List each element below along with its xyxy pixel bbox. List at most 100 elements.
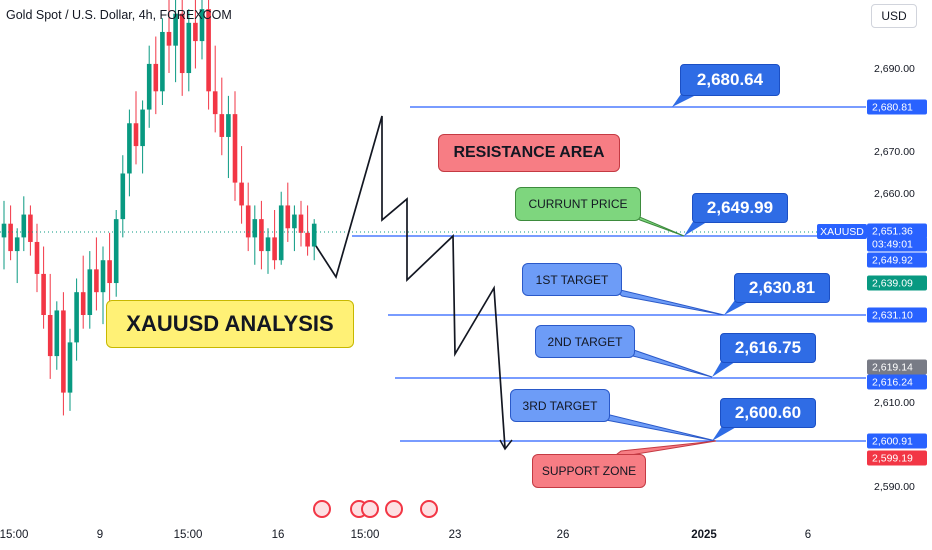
candle-bear[interactable] — [239, 182, 244, 206]
candle-bear[interactable] — [107, 260, 112, 284]
candle-bear[interactable] — [212, 91, 218, 115]
callout-target1[interactable]: 2,630.81 — [734, 273, 830, 303]
candle-bull[interactable] — [311, 223, 317, 247]
projection-path[interactable] — [315, 115, 506, 449]
y-tick: 2,670.00 — [874, 146, 915, 158]
candle-bull[interactable] — [292, 214, 297, 229]
candle-bull[interactable] — [87, 269, 93, 315]
y-tick: 2,590.00 — [874, 481, 915, 493]
x-tick: 26 — [556, 529, 570, 541]
candle-bull[interactable] — [278, 205, 284, 261]
candle-bull[interactable] — [21, 214, 27, 238]
candle-bull[interactable] — [127, 123, 132, 174]
candle-bear[interactable] — [245, 205, 251, 238]
price-tag-top-level: 2,680.81 — [867, 99, 927, 115]
candle-bull[interactable] — [199, 9, 205, 42]
callout-target2[interactable]: 2,616.75 — [720, 333, 816, 363]
price-tag-green: 2,639.09 — [867, 275, 927, 291]
price-tag-last: 2,651.36 — [867, 223, 927, 239]
candle-bear[interactable] — [153, 63, 159, 92]
candle-bear[interactable] — [61, 310, 66, 393]
candle-bear[interactable] — [28, 214, 33, 242]
candle-bull[interactable] — [252, 219, 258, 238]
analysis-label[interactable]: XAUUSD ANALYSIS — [106, 300, 354, 348]
callout-pointer-current — [684, 220, 710, 236]
flag-event-icon[interactable] — [361, 500, 379, 518]
callout-target3[interactable]: 2,600.60 — [720, 398, 816, 428]
chart-title: Gold Spot / U.S. Dollar, 4h, FOREXCOM — [6, 8, 232, 22]
candle-bear[interactable] — [219, 114, 225, 137]
x-tick: 15:00 — [0, 529, 29, 541]
callout-top-level[interactable]: 2,680.64 — [680, 64, 780, 96]
candle-bull[interactable] — [226, 114, 231, 137]
candle-bull[interactable] — [54, 310, 60, 357]
candle-bear[interactable] — [285, 205, 291, 229]
target3-pill-pointer — [596, 411, 717, 442]
candle-bull[interactable] — [173, 13, 178, 46]
candlestick-series — [1, 0, 317, 416]
price-tag-target3: 2,600.91 — [867, 433, 927, 449]
price-tag-target1: 2,631.10 — [867, 307, 927, 323]
x-tick: 16 — [271, 529, 285, 541]
price-tag-red: 2,599.19 — [867, 450, 927, 466]
support-zone-label[interactable]: SUPPORT ZONE — [532, 454, 646, 488]
target1-label[interactable]: 1ST TARGET — [522, 263, 622, 296]
price-tag-current-level: 2,649.92 — [867, 252, 927, 268]
x-tick: 9 — [96, 529, 104, 541]
candle-bear[interactable] — [272, 237, 277, 261]
candle-bear[interactable] — [8, 223, 13, 252]
callout-current[interactable]: 2,649.99 — [692, 193, 788, 223]
candle-bull[interactable] — [113, 219, 119, 284]
x-tick: 6 — [804, 529, 812, 541]
candle-bear[interactable] — [41, 273, 46, 315]
candle-bull[interactable] — [120, 173, 126, 220]
candle-bear[interactable] — [34, 241, 40, 274]
candle-bear[interactable] — [298, 214, 304, 233]
candle-bear[interactable] — [206, 9, 211, 92]
candle-bull[interactable] — [146, 63, 152, 110]
candle-bull[interactable] — [160, 31, 165, 92]
target3-label[interactable]: 3RD TARGET — [510, 389, 610, 422]
target2-label[interactable]: 2ND TARGET — [535, 325, 635, 358]
resistance-area-label[interactable]: RESISTANCE AREA — [438, 134, 620, 172]
flag-event-icon[interactable] — [385, 500, 403, 518]
candle-bull[interactable] — [140, 109, 145, 147]
candle-bear[interactable] — [305, 232, 310, 247]
current-price-label[interactable]: CURRUNT PRICE — [515, 187, 641, 221]
candle-bull[interactable] — [265, 237, 271, 252]
candle-bear[interactable] — [193, 22, 198, 42]
flag-event-icon[interactable] — [313, 500, 331, 518]
symbol-tag: XAUUSD — [817, 224, 867, 239]
y-tick: 2,690.00 — [874, 63, 915, 75]
candle-bull[interactable] — [100, 260, 106, 293]
x-tick: 2025 — [691, 529, 717, 541]
x-tick: 15:00 — [173, 529, 203, 541]
candle-bull[interactable] — [1, 223, 7, 238]
flag-event-icon[interactable] — [420, 500, 438, 518]
candle-bull[interactable] — [14, 237, 20, 252]
callout-pointer-target2 — [712, 360, 738, 377]
candle-bull[interactable] — [67, 342, 73, 393]
candle-bear[interactable] — [47, 315, 53, 357]
price-tag-countdown: 03:49:01 — [867, 236, 927, 252]
candle-bull[interactable] — [74, 292, 79, 343]
candle-bull[interactable] — [186, 22, 192, 74]
callout-pointer-target3 — [712, 426, 738, 441]
y-tick: 2,610.00 — [874, 397, 915, 409]
candle-bear[interactable] — [133, 123, 139, 147]
callout-pointer-target1 — [724, 300, 752, 315]
y-tick: 2,660.00 — [874, 188, 915, 200]
x-tick: 23 — [448, 529, 462, 541]
projection-arrowhead — [499, 439, 513, 451]
currency-selector[interactable]: USD — [871, 4, 917, 28]
candle-bear[interactable] — [80, 292, 86, 315]
candle-bear[interactable] — [259, 219, 264, 252]
candle-bear[interactable] — [166, 31, 172, 46]
candle-bear[interactable] — [179, 13, 185, 74]
target2-pill-pointer — [623, 345, 713, 378]
x-tick: 15:00 — [350, 529, 380, 541]
target1-pill-pointer — [611, 287, 725, 316]
candle-bear[interactable] — [232, 114, 238, 183]
candle-bear[interactable] — [94, 269, 99, 293]
